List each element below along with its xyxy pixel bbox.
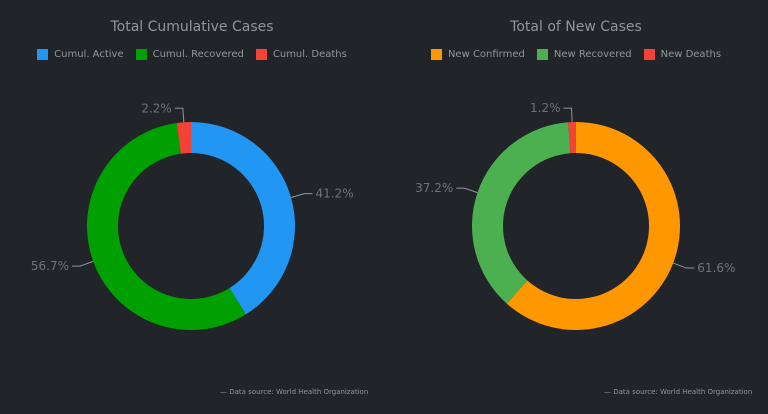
legend-label: New Recovered	[553, 49, 632, 60]
leader-line	[72, 260, 94, 267]
leader-line	[174, 107, 185, 123]
legend-label: New Deaths	[660, 49, 722, 60]
leader-line	[290, 193, 313, 198]
legend: Cumul. Active Cumul. Recovered Cumul. De…	[0, 49, 384, 60]
legend-label: Cumul. Deaths	[272, 49, 347, 60]
leader-line	[456, 187, 478, 194]
legend-item-recovered[interactable]: New Recovered	[536, 49, 632, 60]
chart-cumulative: Total Cumulative Cases Cumul. Active Cum…	[0, 19, 384, 396]
donut-slice[interactable]	[472, 122, 571, 304]
donut-slice[interactable]	[87, 122, 246, 330]
legend-item-deaths[interactable]: New Deaths	[643, 49, 722, 60]
donut-slice[interactable]	[191, 122, 296, 315]
legend-label: New Confirmed	[447, 49, 525, 60]
slice-label: 61.6%	[697, 261, 735, 275]
legend-item-confirmed[interactable]: New Confirmed	[430, 49, 525, 60]
leader-line	[672, 262, 695, 269]
data-source: — Data source: World Health Organization	[604, 388, 753, 396]
legend: New Confirmed New Recovered New Deaths	[384, 49, 768, 60]
slice-label: 56.7%	[31, 259, 69, 273]
chart-title: Total Cumulative Cases	[110, 19, 274, 35]
chart-new: Total of New Cases New Confirmed New Rec…	[384, 0, 768, 414]
data-source: — Data source: World Health Organization	[220, 388, 369, 396]
legend-label: Cumul. Recovered	[152, 49, 244, 60]
legend-item-active[interactable]: Cumul. Active	[37, 49, 124, 60]
slice-label: 41.2%	[315, 187, 353, 201]
legend-label: Cumul. Active	[54, 49, 124, 60]
chart-title: Total of New Cases	[510, 19, 642, 35]
donut-slice[interactable]	[506, 122, 680, 331]
legend-item-deaths[interactable]: Cumul. Deaths	[255, 49, 347, 60]
donut-chart: 41.2% 56.7% 2.2%	[31, 101, 354, 330]
slice-label: 37.2%	[415, 181, 453, 195]
donut-chart: 61.6% 37.2% 1.2%	[415, 101, 735, 331]
donut-slice[interactable]	[176, 122, 191, 154]
donut-slice[interactable]	[568, 122, 576, 154]
slice-label: 1.2%	[530, 101, 561, 115]
leader-line	[563, 107, 573, 123]
slice-label: 2.2%	[141, 101, 172, 115]
legend-item-recovered[interactable]: Cumul. Recovered	[135, 49, 244, 60]
